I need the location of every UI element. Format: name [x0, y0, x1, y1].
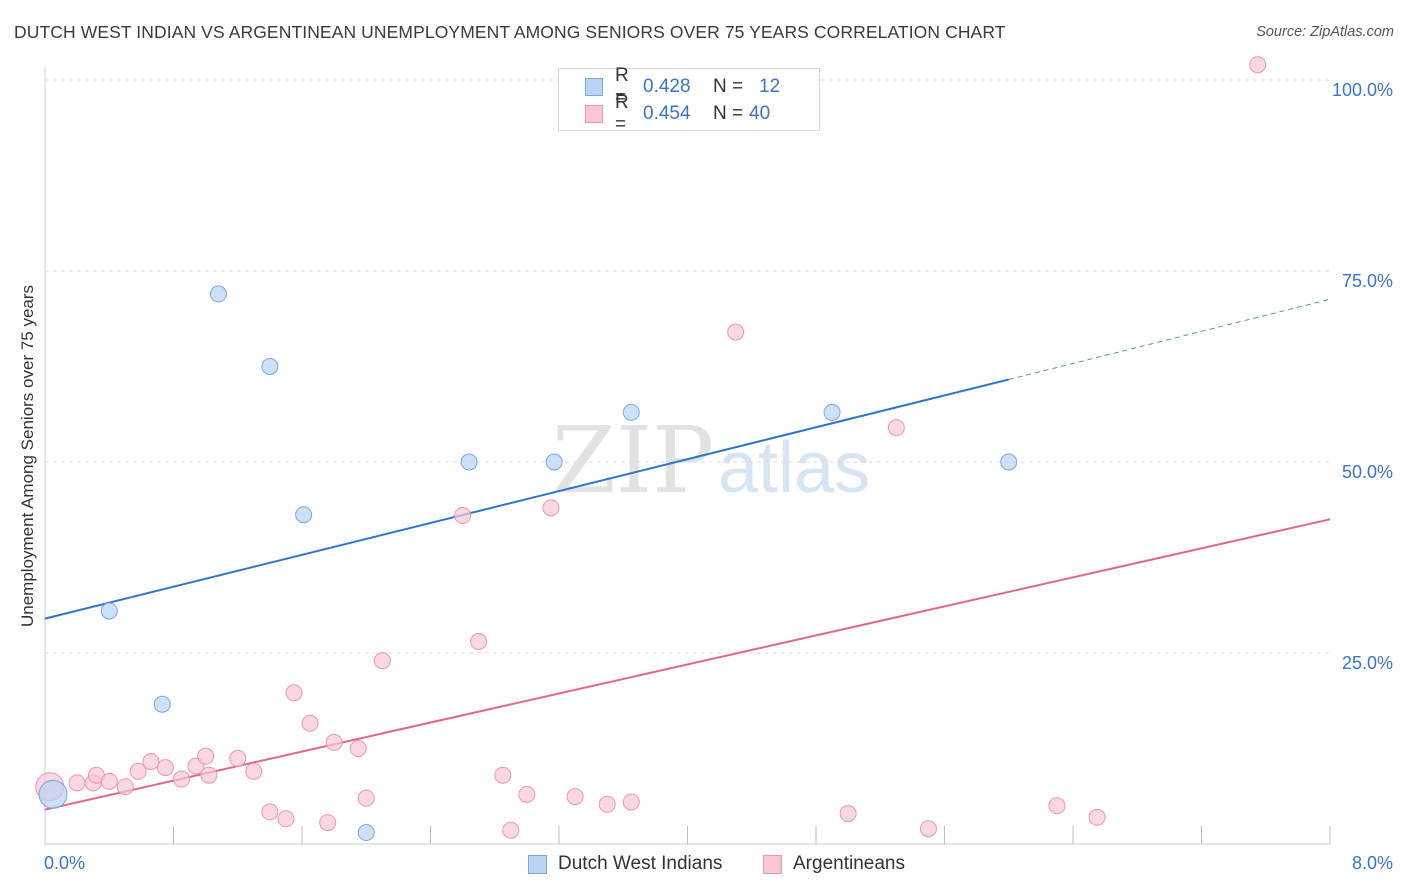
point-argentineans: [454, 506, 472, 524]
point-argentineans: [301, 714, 319, 732]
source-label: Source: ZipAtlas.com: [1256, 24, 1394, 40]
bottom-legend-swatch-pink: [763, 854, 782, 874]
x-tick-label: 8.0%: [1352, 853, 1393, 873]
point-dutch-west-indians: [1000, 453, 1018, 471]
point-argentineans: [100, 772, 118, 790]
trend-line-dutch-west-indians: [44, 378, 1009, 620]
bottom-legend-argentineans: Argentineans: [763, 852, 905, 876]
legend-swatch-blue: [585, 78, 603, 96]
point-dutch-west-indians: [209, 285, 227, 303]
point-argentineans: [156, 759, 174, 777]
point-argentineans: [245, 762, 263, 780]
legend-n-value: 40: [749, 103, 771, 124]
point-argentineans: [200, 766, 218, 784]
point-dutch-west-indians: [153, 695, 171, 713]
point-argentineans: [542, 499, 560, 517]
legend-n-label: N =: [713, 103, 744, 124]
legend-swatch-pink: [585, 105, 603, 123]
legend-r-label: R =: [615, 65, 629, 108]
point-argentineans: [142, 752, 160, 770]
point-argentineans: [566, 788, 584, 806]
point-argentineans: [116, 778, 134, 796]
point-argentineans: [285, 684, 303, 702]
point-dutch-west-indians: [38, 779, 68, 809]
point-argentineans: [598, 795, 616, 813]
point-argentineans: [349, 740, 367, 757]
chart-title: DUTCH WEST INDIAN VS ARGENTINEAN UNEMPLO…: [14, 22, 1006, 42]
bottom-legend-dutch-west-indians: Dutch West Indians: [528, 852, 722, 876]
point-argentineans: [319, 814, 337, 832]
point-dutch-west-indians: [100, 602, 118, 620]
bottom-legend-swatch-blue: [528, 854, 547, 874]
watermark-atlas: atlas: [718, 428, 870, 508]
legend-r-value: 0.454: [643, 103, 691, 124]
point-argentineans: [129, 762, 147, 780]
point-argentineans: [839, 804, 857, 822]
watermark-zip: ZIP: [552, 407, 714, 514]
y-tick-label: 25.0%: [1342, 653, 1393, 673]
point-dutch-west-indians: [622, 403, 640, 421]
legend-n-value: 12: [759, 76, 781, 97]
legend-n-label: N =: [713, 76, 744, 97]
y-tick-label: 50.0%: [1342, 462, 1393, 482]
y-axis-label: Unemployment Among Seniors over 75 years: [18, 285, 37, 627]
bottom-legend-label: Argentineans: [793, 853, 905, 874]
point-argentineans: [494, 766, 512, 784]
point-argentineans: [197, 747, 215, 765]
bottom-legend-label: Dutch West Indians: [558, 853, 723, 874]
point-argentineans: [919, 820, 937, 838]
point-argentineans: [518, 785, 536, 803]
point-dutch-west-indians: [295, 506, 313, 524]
point-argentineans: [357, 789, 375, 807]
trend-line-argentineans: [44, 518, 1331, 811]
legend-row-dutch-west-indians: R = 0.428 N = 12: [585, 65, 781, 108]
point-argentineans: [173, 770, 191, 788]
point-argentineans: [502, 821, 520, 839]
point-dutch-west-indians: [261, 358, 279, 375]
x-tick-label: 0.0%: [44, 853, 85, 873]
point-argentineans: [1249, 56, 1267, 74]
point-argentineans: [1088, 808, 1106, 826]
legend-r-label: R =: [615, 92, 629, 135]
y-tick-label: 75.0%: [1342, 271, 1393, 291]
point-argentineans: [229, 749, 247, 767]
point-argentineans: [887, 419, 905, 437]
point-argentineans: [470, 633, 488, 651]
trend-line-dutch-west-indians-extension: [1008, 298, 1331, 380]
point-argentineans: [373, 652, 391, 670]
point-argentineans: [68, 774, 86, 792]
correlation-legend: R = 0.428 N = 12 R = 0.454 N = 40: [558, 65, 820, 135]
point-argentineans: [727, 323, 745, 341]
legend-row-argentineans: R = 0.454 N = 40: [585, 92, 771, 135]
point-dutch-west-indians: [460, 453, 478, 471]
point-argentineans: [261, 803, 279, 821]
point-dutch-west-indians: [545, 453, 563, 471]
point-argentineans: [1048, 797, 1066, 815]
y-tick-label: 100.0%: [1332, 80, 1393, 100]
point-argentineans: [277, 810, 295, 828]
point-dutch-west-indians: [823, 403, 841, 421]
legend-r-value: 0.428: [643, 76, 691, 97]
point-dutch-west-indians: [357, 824, 375, 842]
point-argentineans: [622, 793, 640, 811]
point-argentineans: [325, 733, 343, 751]
